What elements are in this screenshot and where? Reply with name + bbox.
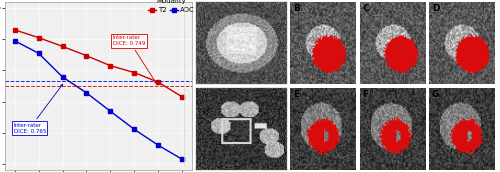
Text: B: B [293, 4, 300, 13]
Text: E: E [293, 90, 299, 99]
Text: G: G [432, 90, 440, 99]
Text: F: F [362, 90, 368, 99]
Legend: T2, ADC: T2, ADC [145, 0, 198, 16]
Text: C: C [362, 4, 369, 13]
Text: D: D [432, 4, 440, 13]
Text: Inter-rater
DICE: 0.765: Inter-rater DICE: 0.765 [14, 84, 62, 133]
Text: Inter-rater
DICE: 0.749: Inter-rater DICE: 0.749 [113, 35, 156, 83]
